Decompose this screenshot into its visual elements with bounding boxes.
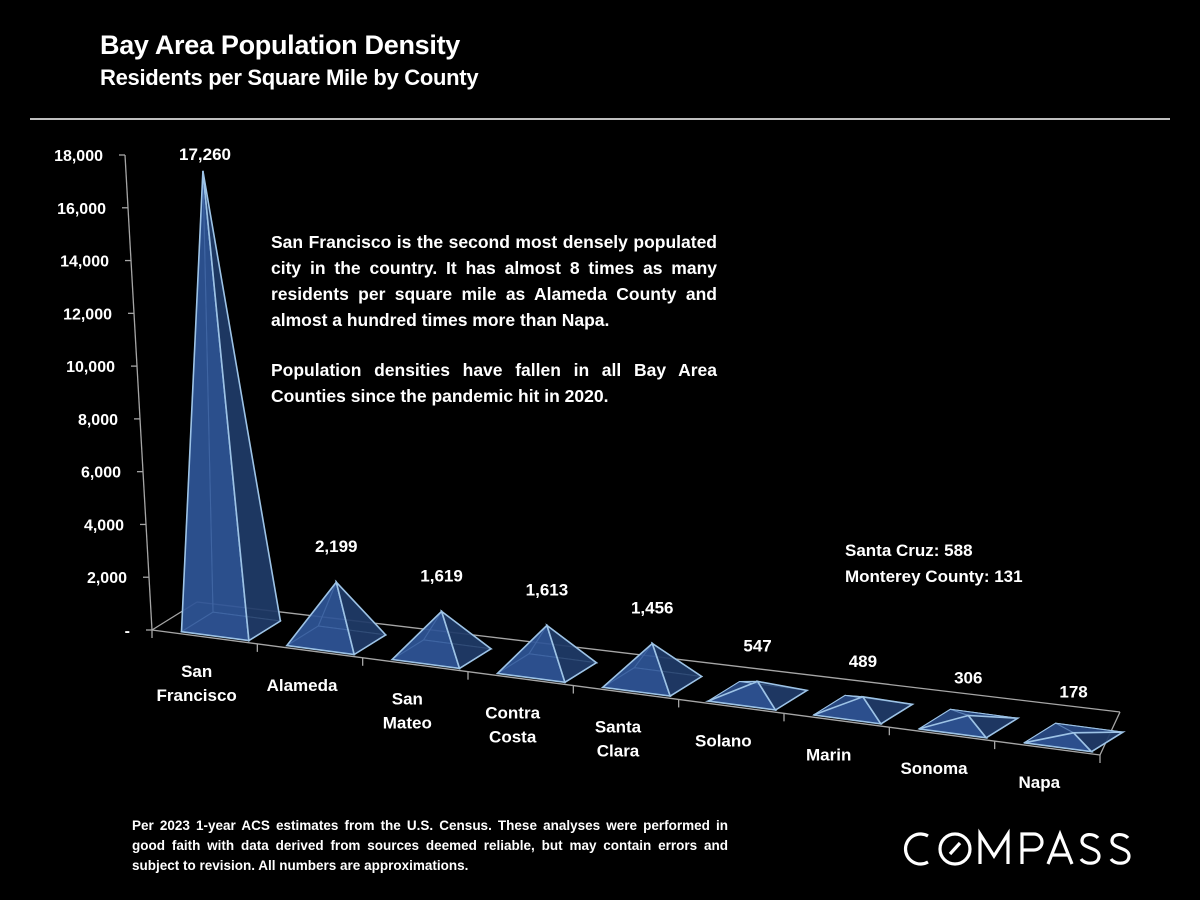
data-label: 489 xyxy=(849,652,877,671)
pyramid-mark xyxy=(390,609,493,670)
category-label-line: San xyxy=(181,662,212,681)
axis-layer: - 2,000 4,000 6,000 8,000 10,000 12,000 14,000 1… xyxy=(54,148,153,640)
y-tick-label: 8,000 xyxy=(78,412,118,429)
data-label: 547 xyxy=(743,636,771,655)
pyramid-face-right xyxy=(861,695,915,725)
category-label-line: Contra xyxy=(485,704,540,723)
pyramid-mark xyxy=(495,623,599,684)
side-note-santa-cruz: Santa Cruz: 588 xyxy=(845,541,973,560)
category-label-line: Marin xyxy=(806,745,851,764)
data-label: 17,260 xyxy=(179,145,231,164)
side-note-monterey: Monterey County: 131 xyxy=(845,567,1023,586)
category-label-line: Sonoma xyxy=(900,759,968,778)
y-tick-label: 10,000 xyxy=(66,359,115,376)
pyramid-mark xyxy=(704,680,810,712)
data-label: 2,199 xyxy=(315,537,358,556)
category-label-line: Mateo xyxy=(383,714,432,733)
logo-letter-s xyxy=(1079,833,1101,865)
category-label: Contra Costa xyxy=(485,704,540,747)
y-tick-label: 16,000 xyxy=(57,201,106,218)
y-tick-label: 14,000 xyxy=(60,254,109,271)
source-footnote: Per 2023 1-year ACS estimates from the U… xyxy=(132,818,728,873)
data-label: 1,619 xyxy=(420,566,463,585)
pyramid-mark xyxy=(1022,722,1126,753)
pyramid-face-right xyxy=(755,680,810,712)
floor-front-edge xyxy=(151,629,1101,756)
category-label-line: Clara xyxy=(597,742,640,761)
category-label-line: Francisco xyxy=(157,686,237,705)
y-tick-label: 2,000 xyxy=(87,570,127,587)
logo-letter-m xyxy=(978,828,1010,864)
pyramid-face-right xyxy=(1071,731,1126,753)
labels-layer: 17,260 San Francisco 2,199 Alameda 1,619 San Ma… xyxy=(157,145,1088,792)
logo-letter-s2 xyxy=(1109,833,1131,865)
pyramid-mark xyxy=(600,641,704,698)
y-tick-label: 6,000 xyxy=(81,465,121,482)
marks-layer xyxy=(180,170,1126,753)
category-label-line: Costa xyxy=(489,728,537,747)
annotation-paragraph-2: Population densities have fallen in all … xyxy=(271,360,717,406)
category-label: San Francisco xyxy=(157,662,237,705)
pyramid-face-right xyxy=(545,623,598,684)
logo-letter-p xyxy=(1020,832,1044,864)
y-axis-line xyxy=(124,154,153,631)
category-label: Napa xyxy=(1019,773,1061,792)
pyramid-face-right xyxy=(966,714,1021,739)
compass-logo xyxy=(898,826,1158,882)
data-label: 1,613 xyxy=(526,580,569,599)
category-label: Santa Clara xyxy=(595,718,642,761)
pyramid-face-right xyxy=(334,579,387,656)
category-label: Alameda xyxy=(267,676,338,695)
chart-title: Bay Area Population Density xyxy=(100,30,460,60)
header-divider xyxy=(30,118,1170,120)
category-label-line: San xyxy=(392,690,423,709)
pyramid-face-right xyxy=(202,170,282,642)
pyramid-mark xyxy=(180,170,282,642)
y-tick-label: 12,000 xyxy=(63,306,112,323)
data-label: 306 xyxy=(954,669,982,688)
compass-logo-mark xyxy=(903,828,1131,866)
category-label-line: Alameda xyxy=(267,676,338,695)
chart-subtitle: Residents per Square Mile by County xyxy=(100,65,479,90)
logo-letter-o xyxy=(938,832,972,866)
category-label-line: Solano xyxy=(695,731,752,750)
y-tick-label: 18,000 xyxy=(54,148,103,165)
category-label: Solano xyxy=(695,731,752,750)
logo-letter-a xyxy=(1046,829,1074,865)
category-label: Marin xyxy=(806,745,851,764)
pyramid-mark xyxy=(285,579,388,656)
logo-letter-c xyxy=(903,832,929,866)
annotation-paragraph-1: San Francisco is the second most densely… xyxy=(271,232,717,330)
category-label-line: Napa xyxy=(1019,773,1061,792)
category-label: Sonoma xyxy=(900,759,968,778)
pyramid-mark xyxy=(812,694,915,725)
category-label: San Mateo xyxy=(383,690,432,733)
pyramid-mark xyxy=(917,708,1021,739)
category-label-line: Santa xyxy=(595,718,642,737)
pyramid-face-right xyxy=(650,641,704,698)
data-label: 178 xyxy=(1059,682,1087,701)
y-tick-label: - xyxy=(125,623,130,640)
pyramid-face-right xyxy=(440,609,493,670)
annotation-box: San Francisco is the second most densely… xyxy=(271,229,717,433)
data-label: 1,456 xyxy=(631,598,674,617)
y-tick-label: 4,000 xyxy=(84,517,124,534)
side-note: Santa Cruz: 588 Monterey County: 131 xyxy=(845,538,1023,590)
